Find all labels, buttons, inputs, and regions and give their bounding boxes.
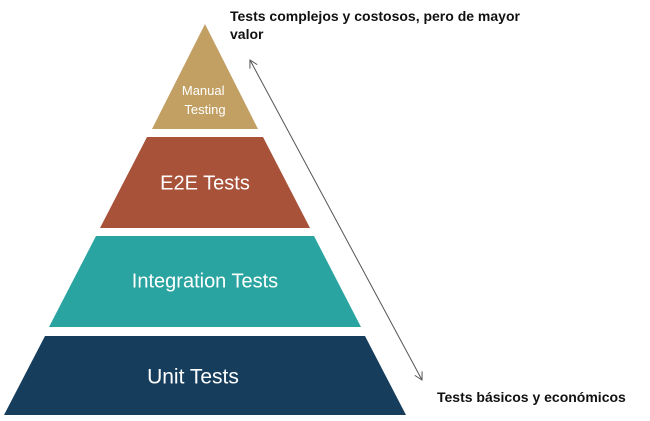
- tier-manual-testing: Manual Testing: [152, 24, 258, 129]
- top-annotation-line1: Tests complejos y costosos, pero de mayo…: [230, 8, 520, 24]
- bottom-annotation: Tests básicos y económicos: [437, 389, 626, 405]
- top-annotation: Tests complejos y costosos, pero de mayo…: [230, 8, 524, 42]
- tier-manual-testing-label-line1: Manual: [182, 83, 225, 98]
- pyramid: Manual Testing E2E Tests Integration Tes…: [4, 24, 406, 415]
- tier-e2e-tests: E2E Tests: [100, 137, 310, 228]
- tier-manual-testing-label-line2: Testing: [184, 102, 225, 117]
- tier-e2e-tests-label: E2E Tests: [160, 172, 250, 194]
- top-annotation-line2: valor: [230, 26, 264, 42]
- tier-manual-testing-label: Manual Testing: [182, 83, 228, 117]
- tier-unit-tests: Unit Tests: [4, 336, 406, 415]
- tier-integration-tests-label: Integration Tests: [132, 270, 278, 292]
- tier-manual-testing-shape: [152, 24, 258, 129]
- tier-unit-tests-label: Unit Tests: [147, 366, 239, 389]
- tier-integration-tests: Integration Tests: [49, 236, 361, 327]
- cost-value-double-arrow: [249, 59, 423, 381]
